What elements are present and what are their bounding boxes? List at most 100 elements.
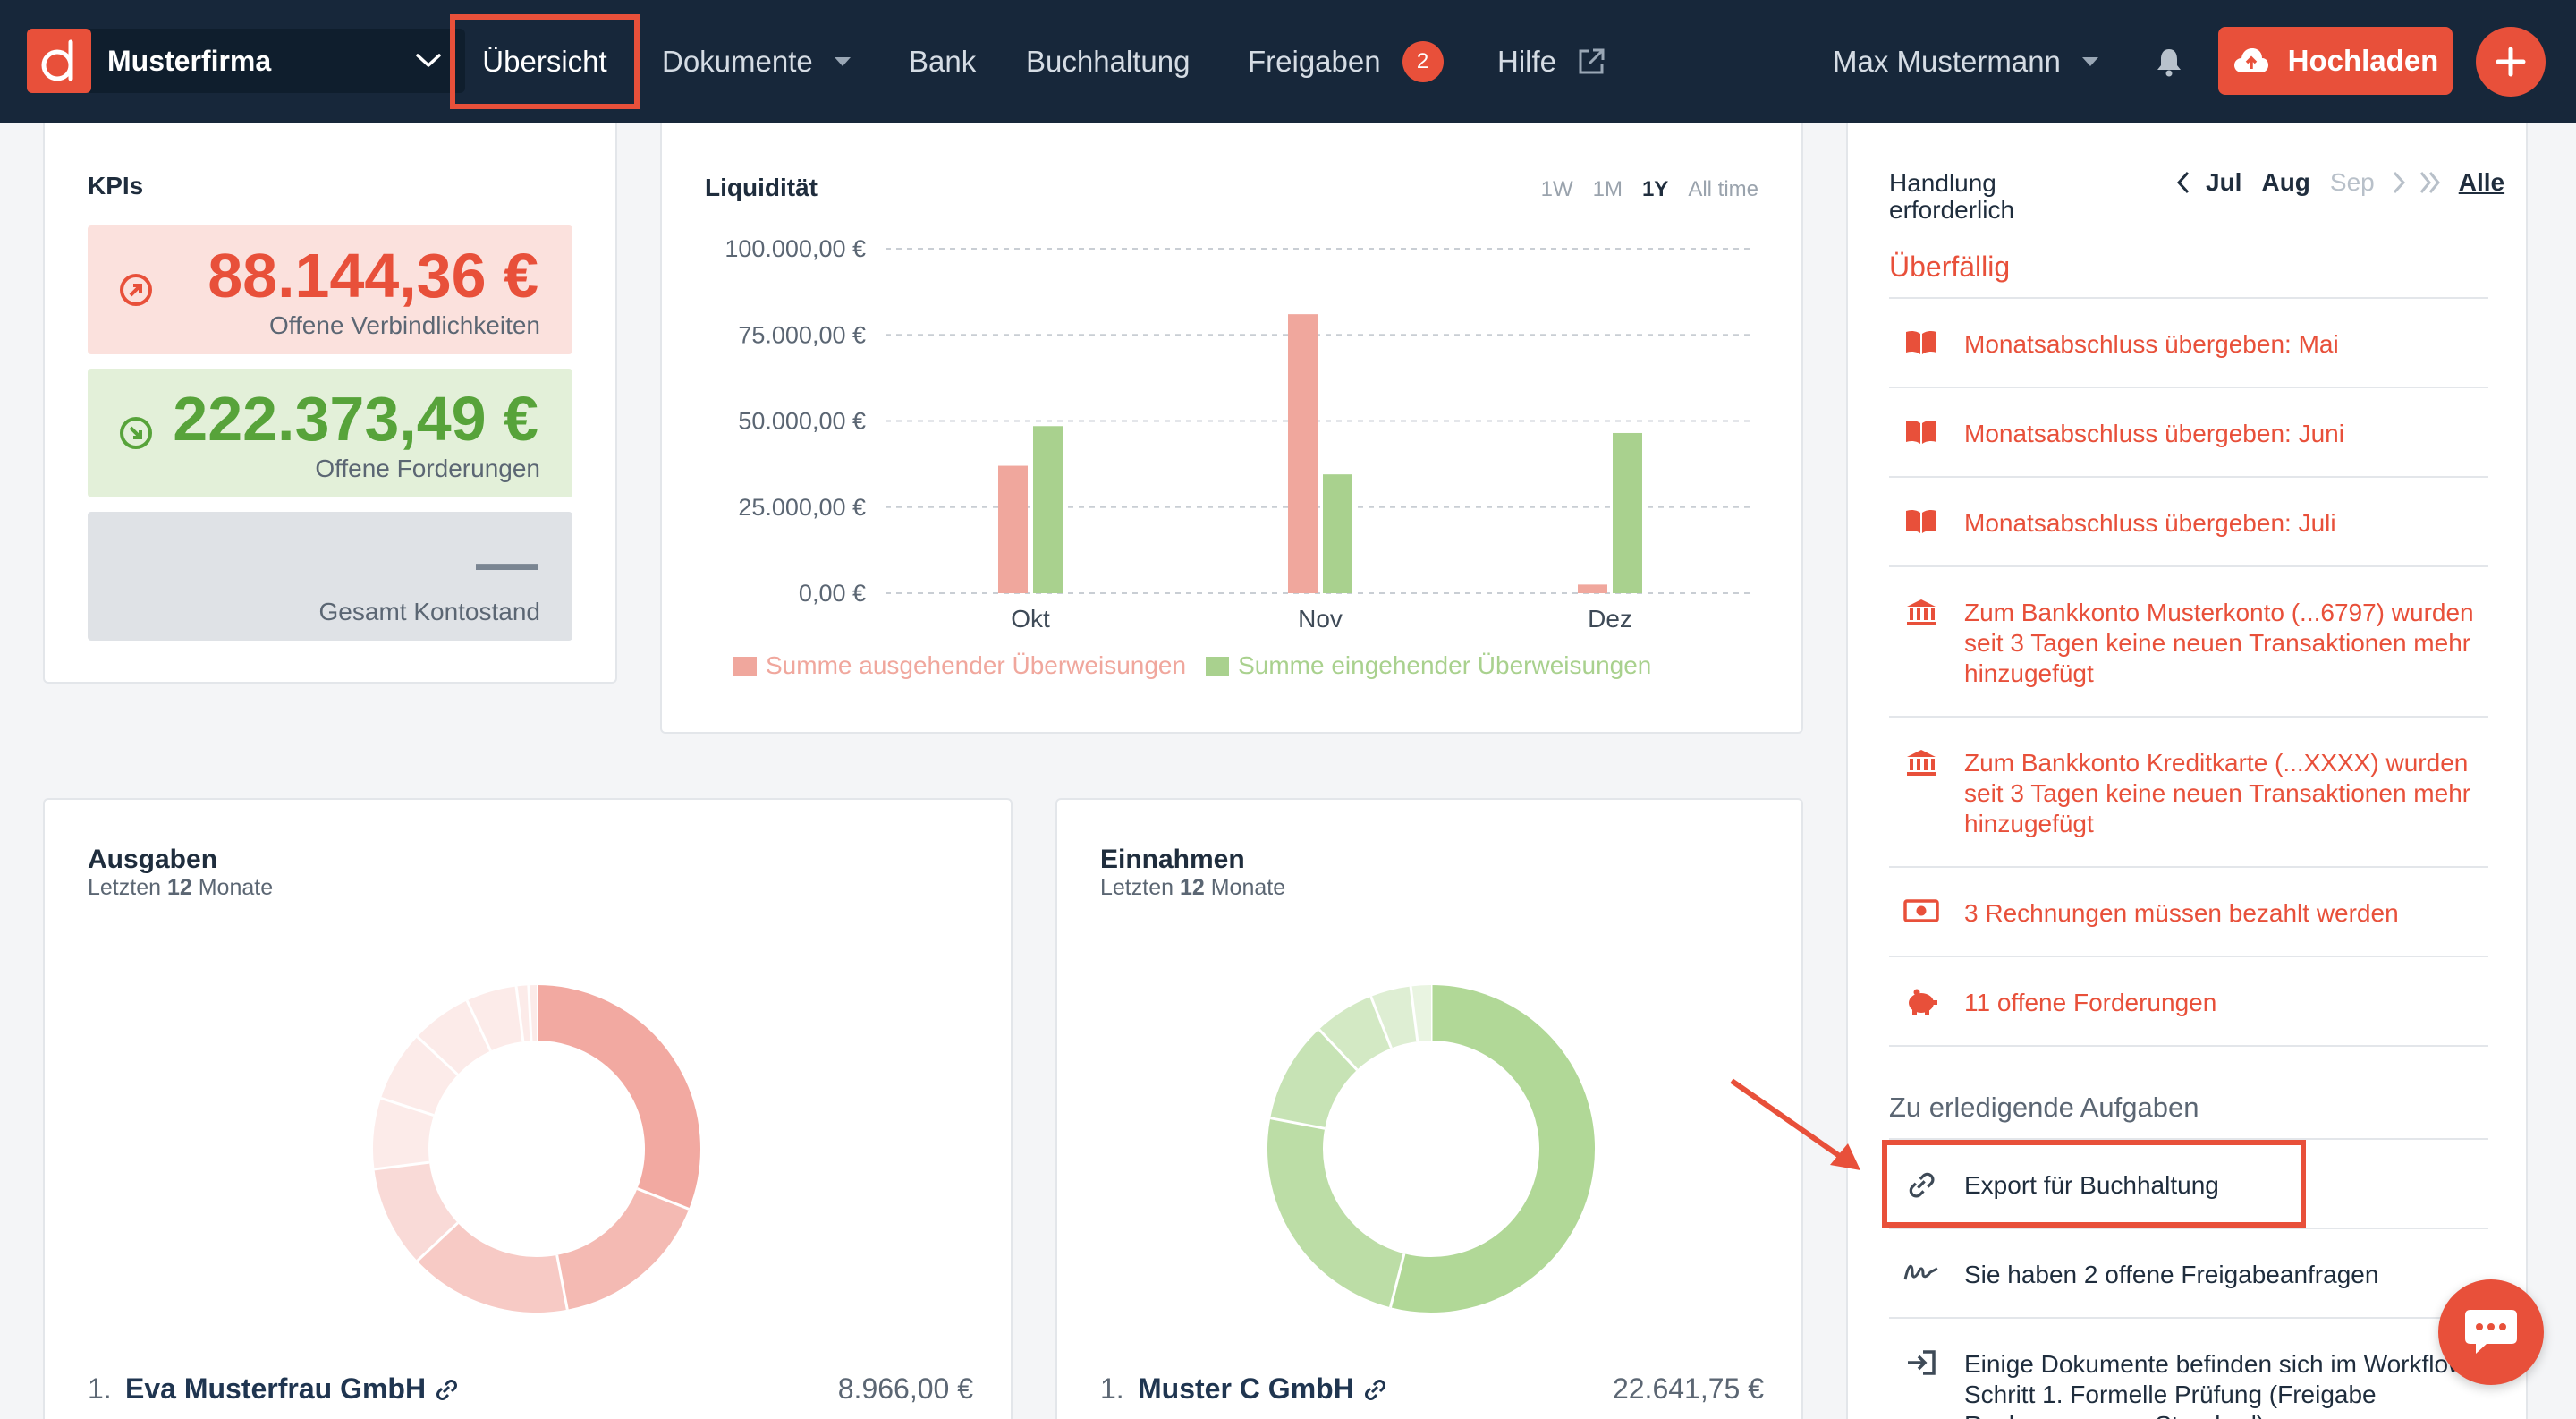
legend-item-incoming[interactable]: Summe eingehender Überweisungen — [1206, 651, 1651, 680]
customer-name: Muster C GmbH — [1138, 1372, 1354, 1405]
nav-item-buchhaltung[interactable]: Buchhaltung — [1026, 45, 1191, 78]
donut-segment[interactable] — [374, 1161, 459, 1262]
donut-segment[interactable] — [1270, 1029, 1358, 1130]
top-navigation: Musterfirma Übersicht Dokumente Bank Buc… — [0, 0, 2576, 123]
action-text: 3 Rechnungen müssen bezahlt werden — [1964, 899, 2399, 927]
double-chevron-right-icon[interactable] — [2418, 170, 2443, 195]
action-item[interactable]: Monatsabschluss übergeben: Juli — [1889, 476, 2488, 565]
balance-value: — — [476, 527, 538, 597]
donut-segment[interactable] — [1390, 985, 1595, 1313]
nav-item-bank[interactable]: Bank — [909, 45, 977, 78]
donut-segment[interactable] — [536, 985, 700, 1210]
nav-item-hilfe[interactable]: Hilfe — [1497, 0, 1606, 123]
todo-item[interactable]: Export für Buchhaltung — [1889, 1138, 2488, 1228]
ausgaben-card: Ausgaben Letzten 12 Monate 1. Eva Muster… — [43, 798, 1013, 1419]
bar-incoming — [1613, 432, 1642, 593]
vendor-amount: 8.966,00 € — [837, 1372, 973, 1405]
company-switcher[interactable]: Musterfirma — [27, 29, 465, 93]
donut-separator — [1389, 1253, 1406, 1308]
kpi-payables[interactable]: 88.144,36 € Offene Verbindlichkeiten — [88, 225, 572, 354]
chat-button[interactable] — [2438, 1279, 2544, 1385]
ausgaben-top-item[interactable]: 1. Eva Musterfrau GmbH 8.966,00 € — [88, 1372, 973, 1405]
donut-separator — [1318, 1028, 1359, 1071]
user-menu[interactable]: Max Mustermann — [1833, 0, 2100, 123]
donut-separator — [416, 1035, 459, 1076]
bar-outgoing — [1578, 584, 1607, 593]
donut-segment[interactable] — [467, 986, 524, 1051]
receivables-value: 222.373,49 € — [173, 384, 538, 454]
action-item[interactable]: Zum Bankkonto Musterkonto (...6797) wurd… — [1889, 565, 2488, 716]
donut-separator — [1369, 996, 1393, 1049]
donut-segment[interactable] — [516, 985, 532, 1041]
donut-segment[interactable] — [1267, 1117, 1405, 1308]
donut-segment[interactable] — [555, 1187, 690, 1310]
donut-separator — [380, 1097, 435, 1117]
nav-item-uebersicht[interactable]: Übersicht — [450, 14, 640, 109]
donut-segment[interactable] — [380, 1036, 459, 1117]
action-text: Zum Bankkonto Musterkonto (...6797) wurd… — [1964, 599, 2474, 687]
action-text: Monatsabschluss übergeben: Mai — [1964, 330, 2339, 358]
einnahmen-top-item[interactable]: 1. Muster C GmbH 22.641,75 € — [1100, 1372, 1764, 1405]
range-1y[interactable]: 1Y — [1641, 177, 1669, 201]
donut-segment[interactable] — [373, 1098, 435, 1169]
chevron-right-icon[interactable] — [2391, 170, 2407, 195]
legend-item-outgoing[interactable]: Summe ausgehender Überweisungen — [733, 651, 1186, 680]
payables-value: 88.144,36 € — [208, 241, 538, 310]
kpi-balance[interactable]: — Gesamt Kontostand — [88, 512, 572, 641]
action-item[interactable]: Zum Bankkonto Kreditkarte (...XXXX) wurd… — [1889, 716, 2488, 866]
range-1m[interactable]: 1M — [1592, 177, 1623, 201]
range-all-time[interactable]: All time — [1688, 177, 1758, 201]
highlight-box — [1882, 1140, 2306, 1228]
action-text: 11 offene Forderungen — [1964, 989, 2217, 1016]
donut-separator — [416, 1221, 459, 1262]
y-tick-label: 50.000,00 € — [738, 408, 866, 435]
donut-separator — [374, 1160, 430, 1171]
einnahmen-title: Einnahmen — [1100, 845, 1245, 874]
x-tick-label: Dez — [1588, 605, 1632, 633]
month-sep[interactable]: Sep — [2329, 168, 2375, 196]
action-item[interactable]: Monatsabschluss übergeben: Juni — [1889, 387, 2488, 476]
donut-segment[interactable] — [1318, 996, 1393, 1071]
overdue-title: Überfällig — [1889, 251, 2011, 283]
donut-segment[interactable] — [1411, 985, 1432, 1042]
kpi-receivables[interactable]: 222.373,49 € Offene Forderungen — [88, 369, 572, 497]
range-1w[interactable]: 1W — [1540, 177, 1573, 201]
payables-label: Offene Verbindlichkeiten — [268, 311, 540, 339]
caret-down-icon — [834, 57, 851, 66]
chat-icon — [2465, 1310, 2517, 1354]
add-button[interactable] — [2476, 27, 2546, 97]
action-item[interactable]: 3 Rechnungen müssen bezahlt werden — [1889, 866, 2488, 956]
bar-incoming — [1323, 474, 1352, 593]
divider — [1889, 1045, 2488, 1047]
nav-item-dokumente[interactable]: Dokumente — [662, 0, 852, 123]
book-icon — [1903, 329, 1939, 356]
kpi-title: KPIs — [88, 172, 144, 200]
piggy-bank-icon — [1903, 988, 1939, 1016]
vendor-name: Eva Musterfrau GmbH — [125, 1372, 427, 1405]
donut-segment[interactable] — [417, 1222, 568, 1313]
month-aug[interactable]: Aug — [2261, 168, 2310, 196]
todo-item[interactable]: Einige Dokumente befinden sich im Workfl… — [1889, 1317, 2488, 1419]
month-jul[interactable]: Jul — [2206, 168, 2242, 196]
todo-title: Zu erledigende Aufgaben — [1889, 1092, 2199, 1123]
actions-title: Handlung erforderlich — [1889, 169, 2015, 224]
notifications-bell[interactable] — [2156, 0, 2182, 123]
action-item[interactable]: Monatsabschluss übergeben: Mai — [1889, 297, 2488, 387]
chevron-left-icon[interactable] — [2175, 170, 2191, 195]
donut-segment[interactable] — [1370, 986, 1419, 1049]
upload-button[interactable]: Hochladen — [2218, 27, 2453, 95]
cloud-upload-icon — [2233, 48, 2268, 72]
bell-icon — [2157, 49, 2181, 77]
link-icon — [1364, 1379, 1385, 1400]
caret-down-icon — [2081, 57, 2098, 66]
sign-in-icon — [1903, 1349, 1939, 1376]
all-link[interactable]: Alle — [2458, 168, 2505, 196]
action-text: Zum Bankkonto Kreditkarte (...XXXX) wurd… — [1964, 749, 2471, 837]
einnahmen-card: Einnahmen Letzten 12 Monate 1. Muster C … — [1055, 798, 1803, 1419]
balance-label: Gesamt Kontostand — [318, 598, 540, 625]
nav-item-freigaben[interactable]: Freigaben 2 — [1248, 0, 1444, 123]
donut-segment[interactable] — [417, 1000, 492, 1075]
action-item[interactable]: 11 offene Forderungen — [1889, 956, 2488, 1045]
bank-icon — [1903, 598, 1939, 626]
todo-item[interactable]: Sie haben 2 offene Freigabeanfragen — [1889, 1228, 2488, 1317]
